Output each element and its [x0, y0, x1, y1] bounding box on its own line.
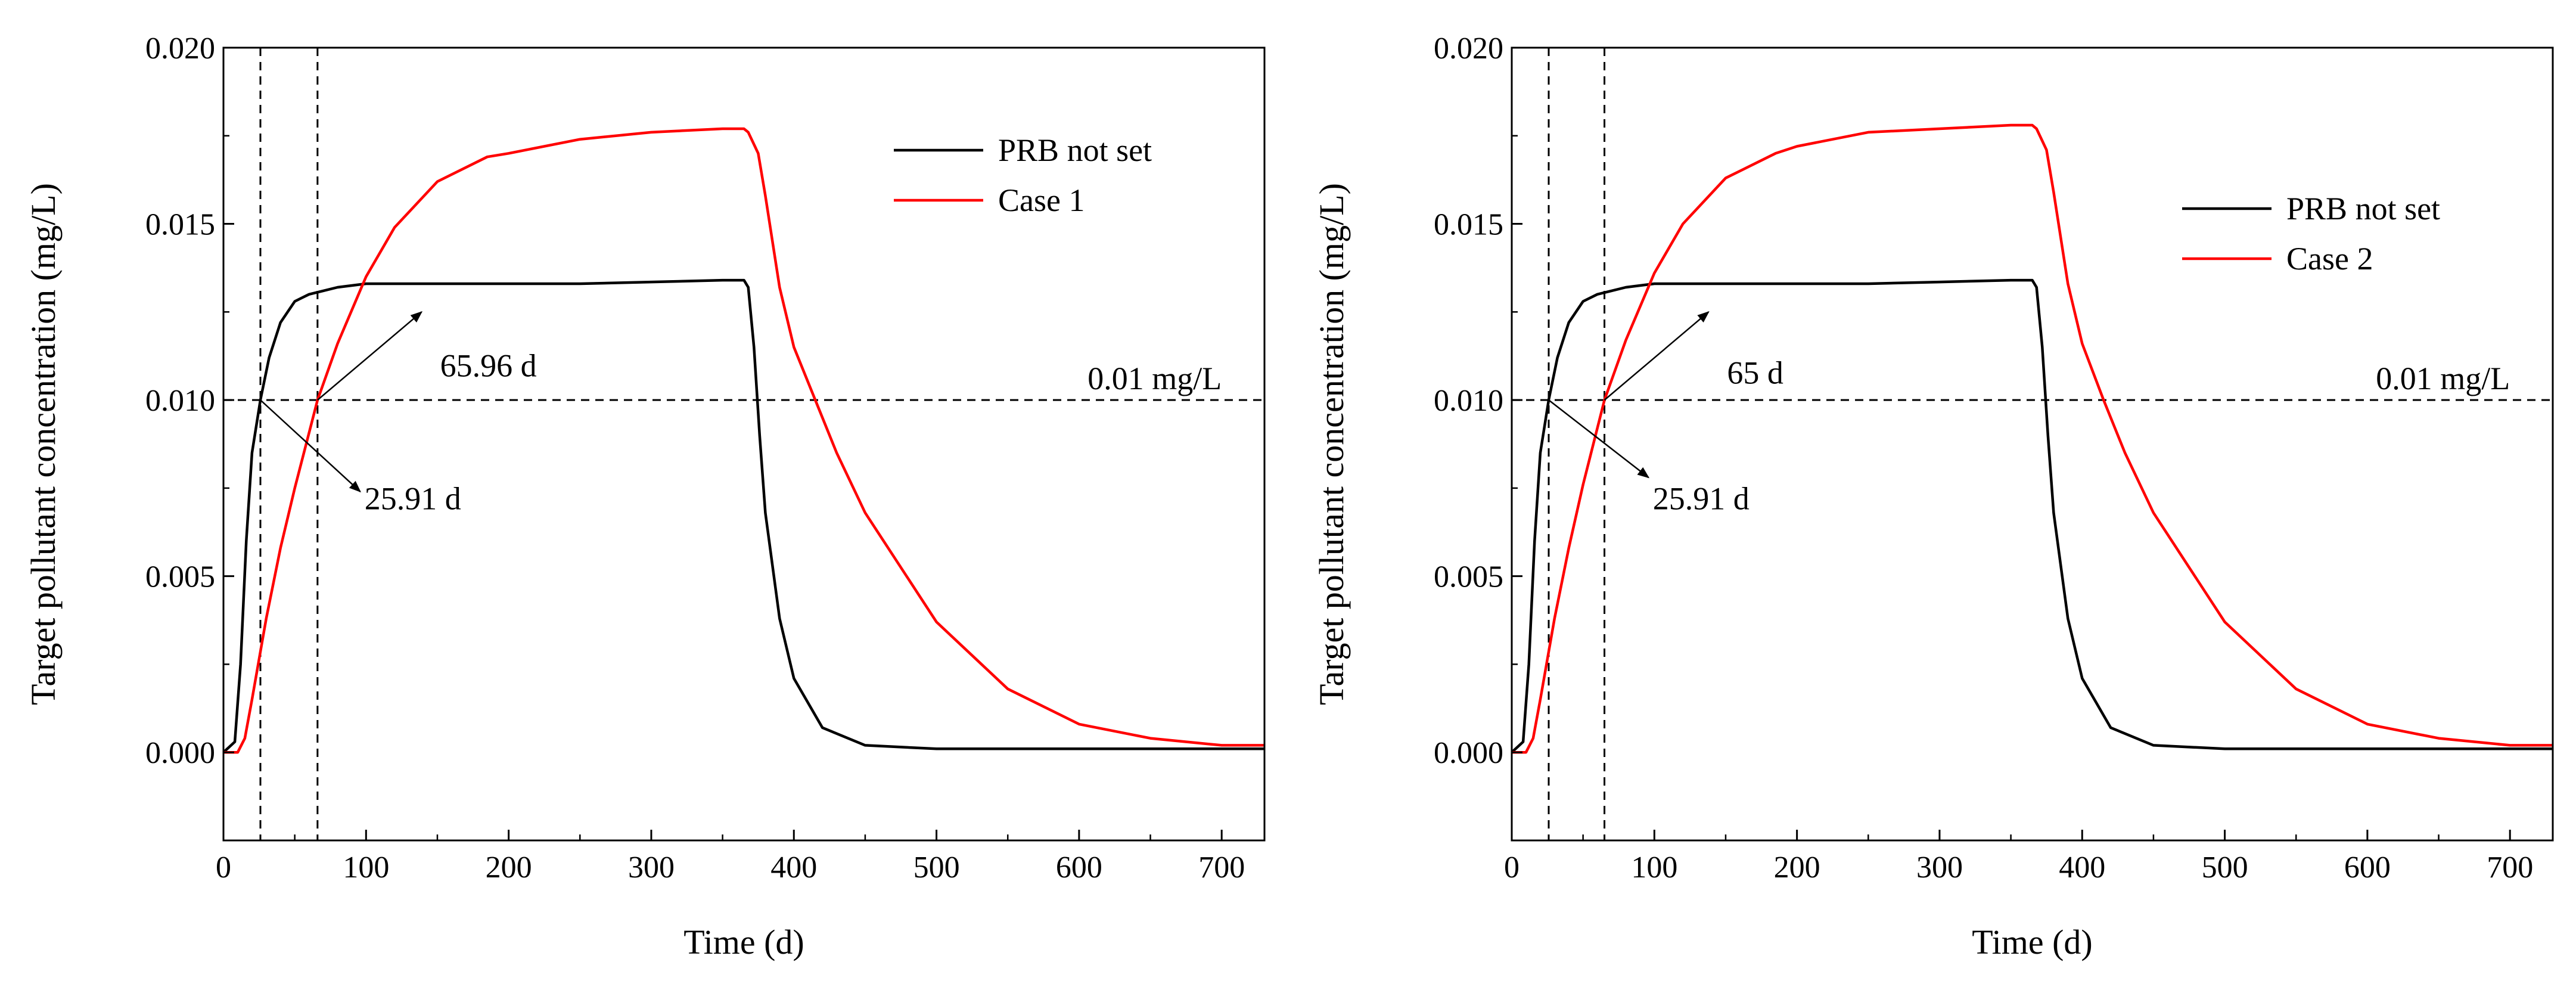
x-tick-label: 400 — [2059, 851, 2105, 885]
series-line-1 — [223, 278, 1264, 753]
x-tick-label: 500 — [913, 851, 960, 885]
x-tick-label: 300 — [1916, 851, 1963, 885]
x-tick-label: 200 — [486, 851, 532, 885]
x-tick-label: 100 — [343, 851, 389, 885]
x-tick-label: 100 — [1631, 851, 1677, 885]
annotation-label-1: 65.96 d — [440, 348, 537, 384]
x-tick-label: 600 — [1056, 851, 1102, 885]
chart-1: 0.01 mg/L 65.96 d 25.91 d 0 100 200 300 400 500 6… — [24, 32, 1266, 961]
annotation-arrow-1 — [317, 311, 423, 401]
series-line-1 — [1512, 278, 2553, 753]
annotation-label-1: 65 d — [1727, 355, 1783, 390]
reference-line-label: 0.01 mg/L — [1087, 361, 1222, 396]
chart-panel-1: 0.01 mg/L 65.96 d 25.91 d 0 100 200 300 400 500 6… — [0, 0, 1288, 993]
y-tick-label: 0.015 — [145, 208, 215, 242]
plot-frame — [1511, 46, 2554, 842]
x-tick-label: 0 — [1504, 851, 1520, 885]
chart-panel-2: 0.01 mg/L 65 d 25.91 d 0 100 200 300 400 500 600 7… — [1288, 0, 2576, 993]
plot-frame — [222, 46, 1266, 842]
series-line-2 — [1512, 123, 2553, 754]
y-tick-label: 0.010 — [1434, 384, 1503, 418]
x-tick-label: 600 — [2344, 851, 2391, 885]
series-line-2 — [223, 127, 1264, 754]
x-tick-label: 200 — [1774, 851, 1820, 885]
annotation-arrow-2 — [260, 399, 362, 493]
annotation-arrow-2 — [1548, 399, 1650, 479]
x-tick-label: 300 — [628, 851, 675, 885]
x-tick-label: 0 — [216, 851, 231, 885]
legend-label-2: Case 1 — [998, 182, 1085, 218]
legend-label-1: PRB not set — [998, 132, 1152, 168]
x-tick-label: 400 — [770, 851, 817, 885]
x-axis-label: Time (d) — [683, 923, 804, 961]
legend-label-2: Case 2 — [2286, 241, 2373, 277]
x-axis-label: Time (d) — [1972, 923, 2093, 961]
y-tick-label: 0.010 — [145, 384, 215, 418]
y-tick-label: 0.000 — [1434, 736, 1503, 770]
y-tick-label: 0.005 — [1434, 560, 1503, 594]
x-tick-label: 700 — [2487, 851, 2533, 885]
y-tick-label: 0.020 — [145, 32, 215, 66]
y-axis-label: Target pollutant concentration (mg/L) — [1312, 183, 1351, 705]
y-tick-label: 0.020 — [1434, 32, 1503, 66]
chart-2: 0.01 mg/L 65 d 25.91 d 0 100 200 300 400 500 600 7… — [1312, 32, 2554, 961]
x-tick-label: 500 — [2202, 851, 2248, 885]
y-tick-label: 0.005 — [145, 560, 215, 594]
y-tick-label: 0.015 — [1434, 208, 1503, 242]
y-tick-label: 0.000 — [145, 736, 215, 770]
reference-line-label: 0.01 mg/L — [2376, 361, 2510, 396]
annotation-label-2: 25.91 d — [1653, 481, 1750, 517]
annotation-arrow-1 — [1604, 311, 1710, 401]
x-tick-label: 700 — [1198, 851, 1245, 885]
legend-label-1: PRB not set — [2286, 191, 2440, 226]
y-axis-label: Target pollutant concentration (mg/L) — [24, 183, 63, 705]
annotation-label-2: 25.91 d — [365, 481, 461, 517]
